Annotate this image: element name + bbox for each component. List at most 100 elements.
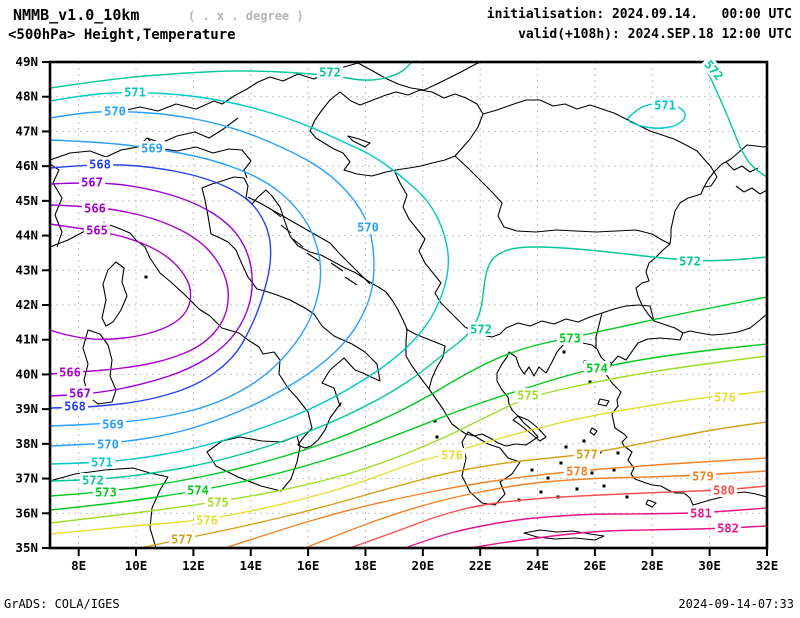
svg-text:577: 577 <box>171 533 193 547</box>
contour-label-572: 572 <box>79 473 107 488</box>
contour-567 <box>50 182 253 397</box>
svg-text:581: 581 <box>690 507 712 521</box>
contour-label-578: 578 <box>563 464 591 479</box>
contour-label-577: 577 <box>168 532 196 547</box>
chios <box>589 427 598 436</box>
contour-label-573: 573 <box>92 485 120 500</box>
small-island <box>625 495 629 499</box>
svg-text:577: 577 <box>576 448 598 462</box>
contour-570 <box>50 110 375 447</box>
blacksea-west-coast <box>635 144 767 334</box>
island-chain <box>280 224 292 234</box>
contour-577 <box>139 421 767 548</box>
contour-label-576: 576 <box>193 513 221 528</box>
axis-ticks <box>42 61 768 556</box>
contour-label-571: 571 <box>88 455 116 470</box>
sardinia <box>82 329 117 405</box>
small-island <box>530 468 534 472</box>
contour-566 <box>50 204 229 375</box>
island-chain <box>344 276 358 286</box>
small-island <box>582 439 586 443</box>
contour-label-571: 571 <box>651 98 679 113</box>
lesbos <box>597 398 610 407</box>
contour-label-570: 570 <box>94 437 122 452</box>
lon-label: 12E <box>182 558 205 573</box>
contour-580 <box>349 485 767 548</box>
svg-text:570: 570 <box>104 105 126 119</box>
contour-label-568: 568 <box>86 157 114 172</box>
coastlines <box>50 62 767 548</box>
small-island <box>590 471 594 475</box>
lat-label: 45N <box>15 193 38 208</box>
contour-573 <box>50 296 767 497</box>
svg-text:572: 572 <box>679 255 701 269</box>
border-evros <box>595 312 603 348</box>
lat-label: 43N <box>15 262 38 277</box>
contour-568 <box>50 164 272 409</box>
small-island <box>435 435 439 439</box>
svg-text:571: 571 <box>124 86 146 100</box>
corsica <box>101 261 128 327</box>
contour-label-567: 567 <box>66 386 94 401</box>
contour-label-580: 580 <box>710 483 738 498</box>
lon-label: 14E <box>239 558 262 573</box>
svg-text:567: 567 <box>69 387 91 401</box>
contour-569 <box>50 139 322 427</box>
small-island <box>559 461 563 465</box>
contour-581 <box>404 507 767 548</box>
contour-576 <box>50 390 767 535</box>
island-chain <box>330 262 344 272</box>
height-contours <box>50 62 767 548</box>
lon-label: 32E <box>756 558 779 573</box>
balaton <box>347 135 371 148</box>
lat-label: 35N <box>15 540 38 555</box>
svg-text:574: 574 <box>187 484 209 498</box>
lat-label: 44N <box>15 228 38 243</box>
small-island <box>612 468 616 472</box>
svg-text:579: 579 <box>692 470 714 484</box>
contour-label-573: 573 <box>556 331 584 346</box>
lon-label: 22E <box>469 558 492 573</box>
contour-label-566: 566 <box>56 365 84 380</box>
svg-text:568: 568 <box>64 400 86 414</box>
border-fr-it <box>50 163 63 248</box>
grads-credit: GrADS: COLA/IGES <box>4 597 120 611</box>
island-chain <box>306 252 320 262</box>
border-at-it-si <box>146 137 252 179</box>
lat-label: 36N <box>15 505 38 520</box>
svg-text:572: 572 <box>82 474 104 488</box>
lat-label: 37N <box>15 471 38 486</box>
small-island <box>602 484 606 488</box>
lon-label: 30E <box>698 558 721 573</box>
svg-text:566: 566 <box>59 366 81 380</box>
contour-571 <box>50 91 450 465</box>
lat-label: 47N <box>15 123 38 138</box>
border-ro-bg <box>454 155 671 245</box>
contour-label-576: 576 <box>711 390 739 405</box>
svg-text:574: 574 <box>586 362 608 376</box>
contour-label-572: 572 <box>700 55 728 85</box>
contour-572 <box>50 246 767 482</box>
contour-label-570: 570 <box>354 220 382 235</box>
africa-coast <box>50 467 169 548</box>
contour-label-568: 568 <box>61 399 89 414</box>
small-island <box>539 490 543 494</box>
svg-text:567: 567 <box>81 176 103 190</box>
svg-text:570: 570 <box>357 221 379 235</box>
contour-label-569: 569 <box>138 141 166 156</box>
valid-time: valid(+108h): 2024.SEP.18 12:00 UTC <box>518 27 792 42</box>
lon-label: 24E <box>526 558 549 573</box>
lat-label: 48N <box>15 89 38 104</box>
lat-label: 38N <box>15 436 38 451</box>
lon-label: 8E <box>71 558 86 573</box>
svg-text:582: 582 <box>717 522 739 536</box>
border-alps-ch <box>50 117 239 161</box>
contour-578 <box>224 457 767 548</box>
contour-value-labels: 5655665665675675685685695695705705705715… <box>56 55 742 547</box>
contour-label-582: 582 <box>714 521 742 536</box>
svg-text:571: 571 <box>654 99 676 113</box>
svg-text:575: 575 <box>517 389 539 403</box>
island-chain <box>292 238 304 248</box>
contour-label-574: 574 <box>583 361 611 376</box>
